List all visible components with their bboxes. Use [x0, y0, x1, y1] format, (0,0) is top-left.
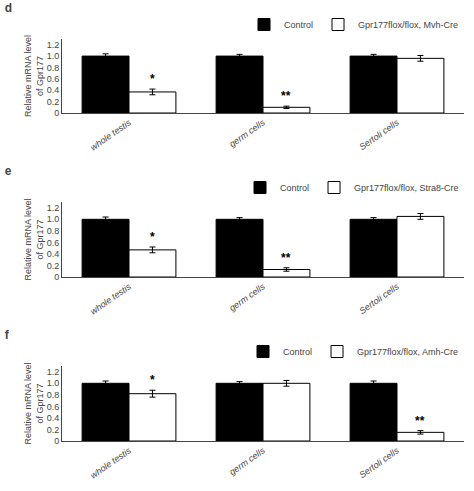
svg-text:Relative mRNA levelof Gpr177: Relative mRNA levelof Gpr177 — [23, 35, 45, 117]
svg-text:Gpr177flox/flox, Amh-Cre: Gpr177flox/flox, Amh-Cre — [357, 347, 458, 357]
svg-text:**: ** — [281, 89, 291, 103]
svg-text:*: * — [150, 373, 155, 387]
svg-text:0.2: 0.2 — [47, 425, 60, 435]
svg-text:Sertoli cells: Sertoli cells — [357, 117, 401, 152]
svg-text:whole testis: whole testis — [88, 281, 133, 316]
svg-text:whole testis: whole testis — [88, 117, 133, 152]
svg-text:0.8: 0.8 — [47, 63, 60, 73]
svg-text:0.8: 0.8 — [47, 226, 60, 236]
svg-text:*: * — [150, 230, 155, 244]
svg-text:0.4: 0.4 — [47, 85, 60, 95]
svg-text:0.2: 0.2 — [47, 97, 60, 107]
svg-text:0: 0 — [54, 436, 59, 446]
svg-text:0.2: 0.2 — [47, 261, 60, 271]
svg-text:germ cells: germ cells — [227, 445, 267, 477]
svg-text:*: * — [150, 72, 155, 86]
svg-text:0.6: 0.6 — [47, 402, 60, 412]
svg-text:Control: Control — [284, 20, 313, 30]
svg-text:1.0: 1.0 — [47, 214, 60, 224]
svg-text:Control: Control — [283, 347, 312, 357]
svg-text:e: e — [5, 164, 12, 178]
svg-text:whole testis: whole testis — [88, 445, 133, 480]
svg-text:0.4: 0.4 — [47, 413, 60, 423]
svg-text:0.6: 0.6 — [47, 74, 60, 84]
svg-text:1.0: 1.0 — [47, 378, 60, 388]
svg-text:Gpr177flox/flox, Stra8-Cre: Gpr177flox/flox, Stra8-Cre — [354, 183, 459, 193]
svg-text:1.2: 1.2 — [47, 367, 60, 377]
svg-text:1.0: 1.0 — [47, 51, 60, 61]
svg-text:**: ** — [281, 251, 291, 265]
svg-text:1.2: 1.2 — [47, 40, 60, 50]
svg-text:Sertoli cells: Sertoli cells — [357, 281, 401, 316]
svg-text:Relative mRNA levelof Gpr177: Relative mRNA levelof Gpr177 — [23, 362, 45, 444]
svg-text:germ cells: germ cells — [227, 281, 267, 313]
svg-text:0.8: 0.8 — [47, 390, 60, 400]
svg-text:Control: Control — [280, 183, 309, 193]
svg-text:Relative mRNA levelof Gpr177: Relative mRNA levelof Gpr177 — [23, 198, 45, 280]
svg-text:0.6: 0.6 — [47, 238, 60, 248]
svg-text:**: ** — [415, 414, 425, 428]
svg-text:d: d — [5, 1, 12, 15]
svg-text:0: 0 — [54, 272, 59, 282]
svg-text:0: 0 — [54, 108, 59, 118]
svg-text:f: f — [5, 328, 10, 342]
svg-text:Gpr177flox/flox, Mvh-Cre: Gpr177flox/flox, Mvh-Cre — [358, 20, 458, 30]
svg-text:Sertoli cells: Sertoli cells — [357, 445, 401, 480]
svg-text:1.2: 1.2 — [47, 203, 60, 213]
svg-text:germ cells: germ cells — [227, 117, 267, 149]
svg-text:0.4: 0.4 — [47, 249, 60, 259]
